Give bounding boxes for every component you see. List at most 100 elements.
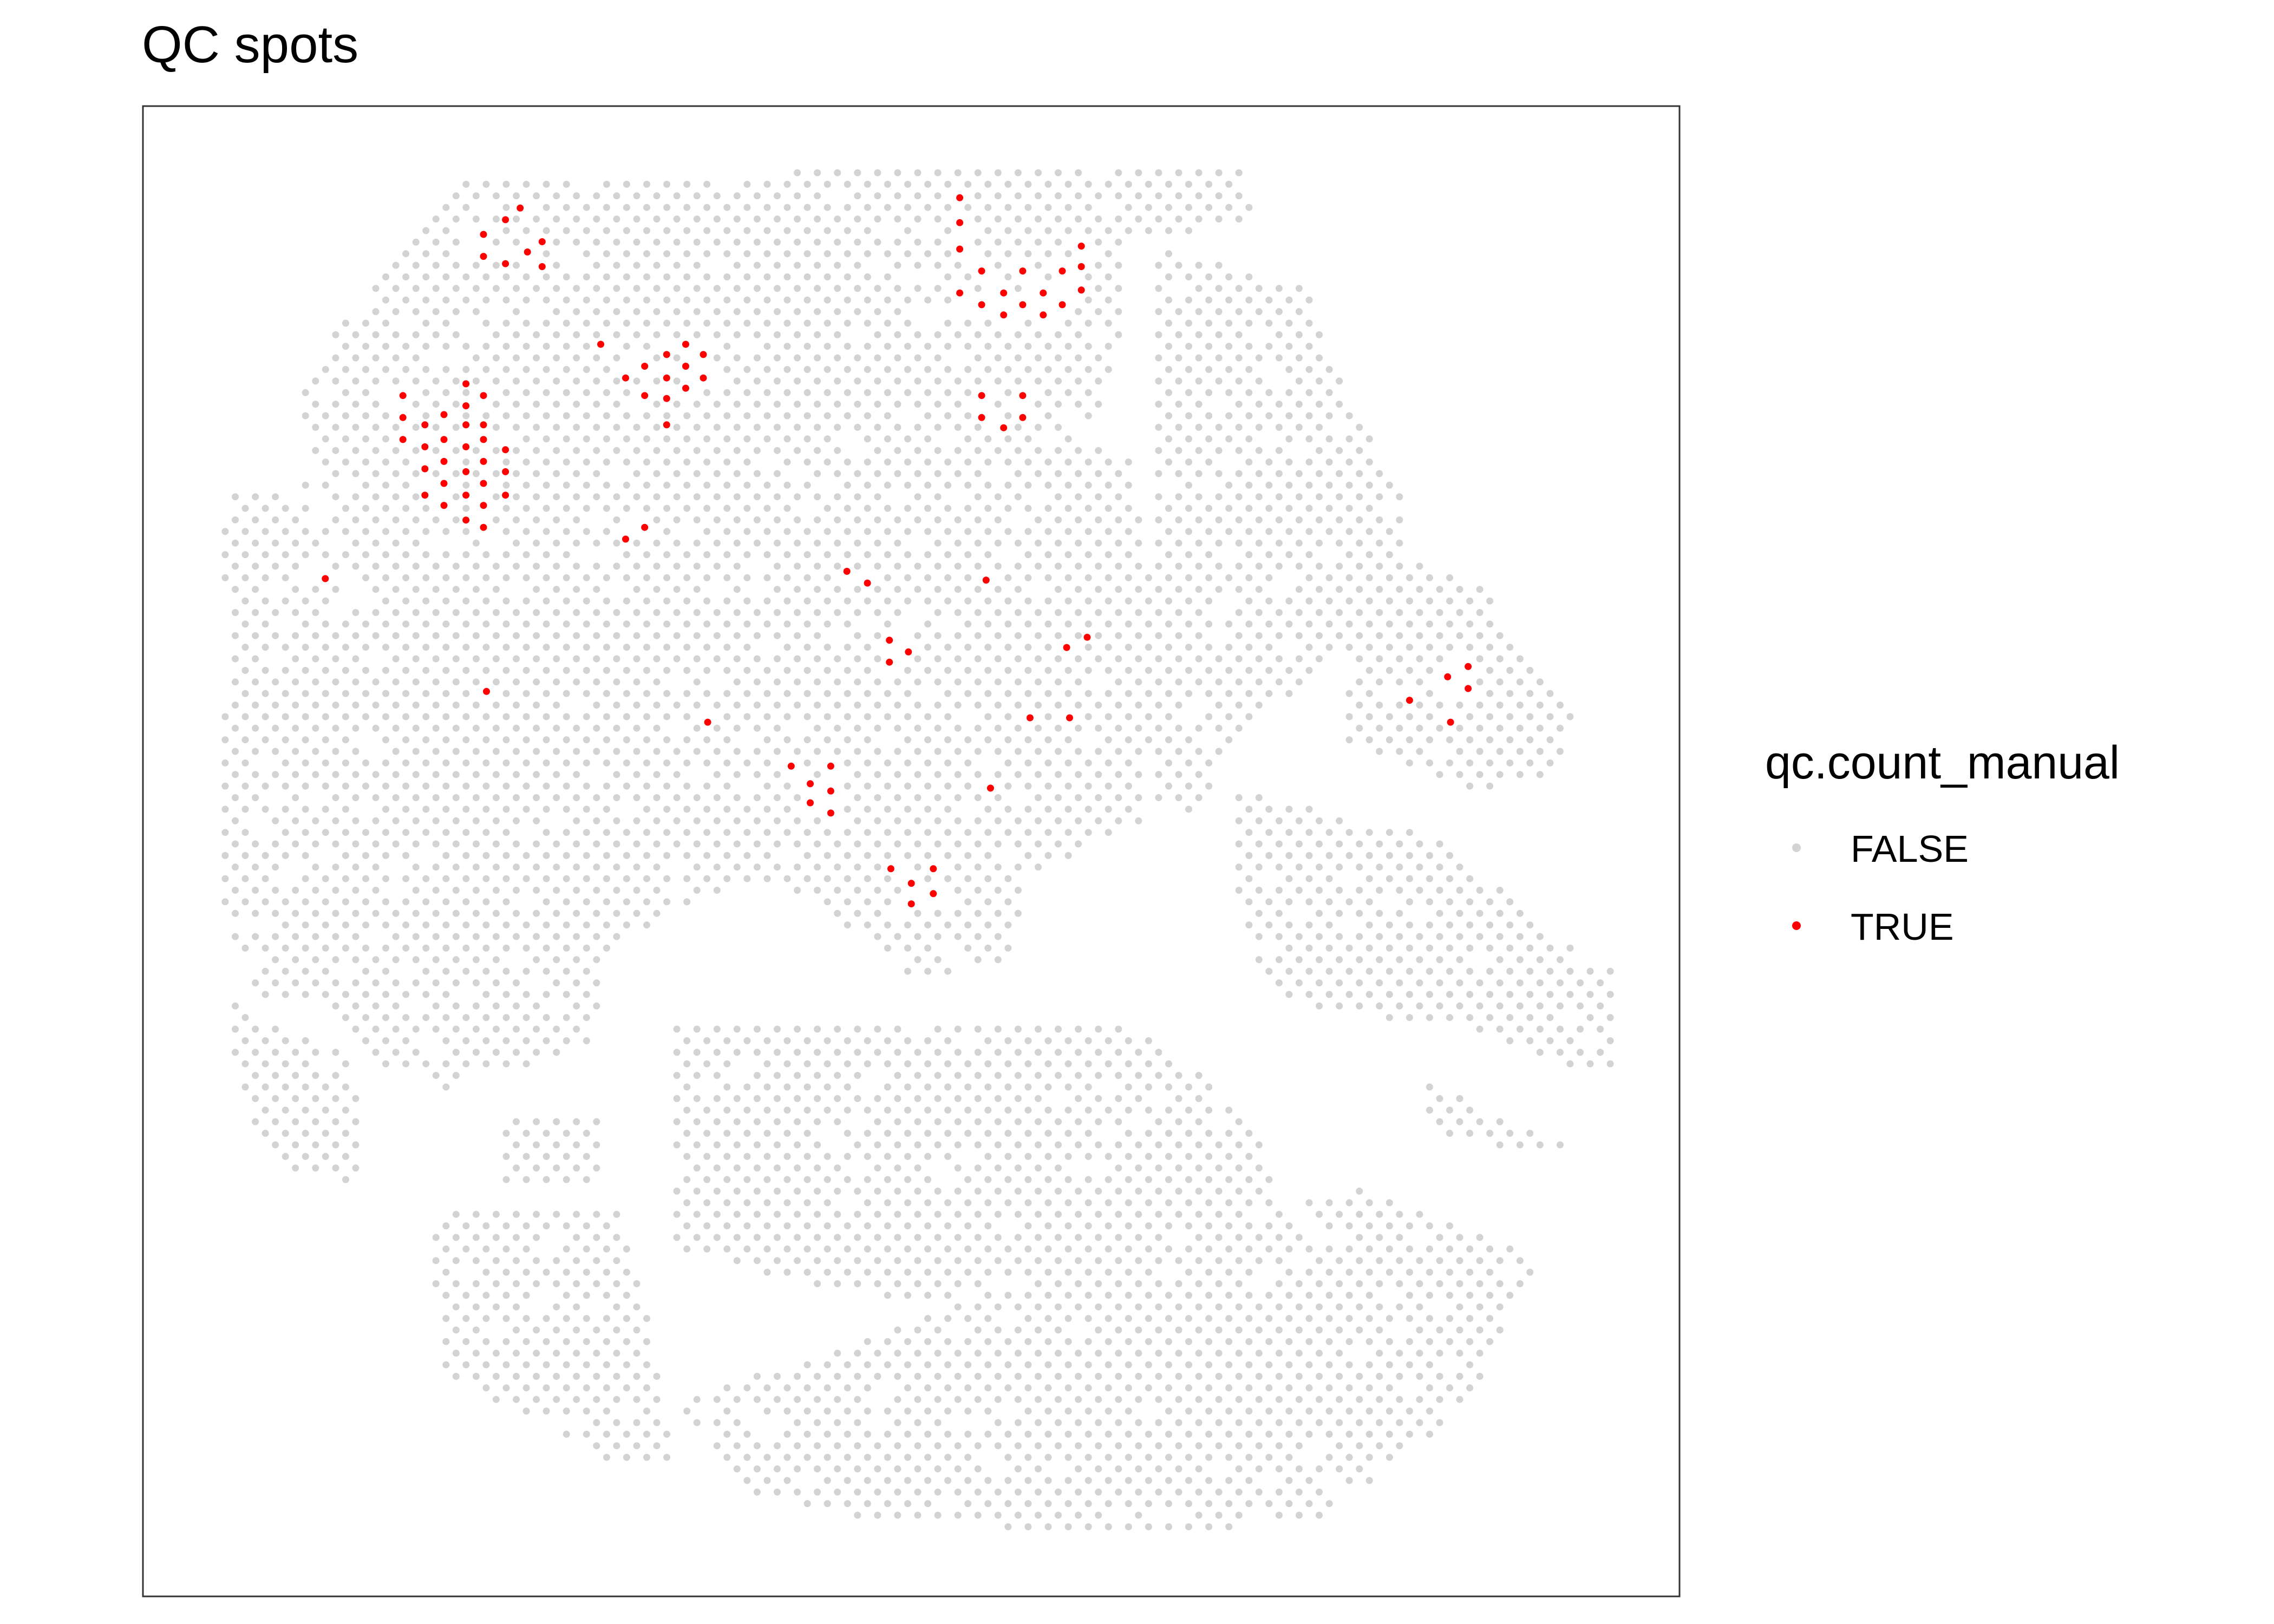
spot-false: [1235, 354, 1243, 362]
spot-false: [1155, 1072, 1162, 1079]
spot-false: [743, 459, 751, 466]
spot-false: [1064, 1060, 1072, 1068]
spot-false: [1356, 447, 1363, 454]
spot-false: [814, 285, 821, 292]
spot-false: [482, 412, 490, 420]
spot-false: [844, 1152, 851, 1160]
spot-false: [1235, 794, 1243, 801]
spot-false: [1245, 366, 1253, 373]
spot-false: [1476, 771, 1484, 778]
spot-false: [1084, 505, 1092, 512]
spot-false: [1426, 666, 1433, 674]
spot-false: [683, 597, 691, 605]
spot-false: [753, 1164, 761, 1172]
spot-false: [543, 759, 550, 767]
spot-false: [894, 1326, 901, 1334]
spot-false: [1155, 586, 1162, 593]
spot-false: [774, 632, 781, 639]
spot-false: [803, 366, 811, 373]
spot-false: [1055, 1303, 1062, 1311]
spot-false: [844, 1384, 851, 1392]
spot-false: [703, 204, 711, 211]
spot-false: [984, 666, 992, 674]
spot-false: [894, 261, 901, 269]
spot-false: [1275, 678, 1283, 686]
spot-false: [623, 597, 630, 605]
spot-false: [774, 562, 781, 570]
spot-false: [914, 909, 922, 917]
spot-false: [1175, 655, 1182, 663]
spot-false: [723, 505, 731, 512]
spot-false: [472, 1373, 480, 1380]
spot-false: [1064, 1407, 1072, 1415]
spot-false: [1004, 389, 1012, 396]
spot-false: [673, 238, 681, 246]
spot-false: [934, 1049, 942, 1056]
spot-false: [874, 1049, 881, 1056]
spot-false: [432, 887, 440, 894]
spot-false: [834, 261, 841, 269]
spot-false: [743, 759, 751, 767]
spot-false: [1175, 1164, 1182, 1172]
spot-false: [1325, 1199, 1333, 1207]
spot-false: [1155, 377, 1162, 385]
spot-false: [1586, 1014, 1594, 1021]
spot-false: [874, 539, 881, 547]
spot-false: [663, 829, 671, 836]
spot-false: [1456, 933, 1463, 940]
spot-false: [1175, 1350, 1182, 1357]
spot-false: [693, 331, 701, 338]
spot-false: [1185, 736, 1192, 744]
spot-false: [894, 933, 901, 940]
spot-false: [924, 366, 932, 373]
spot-false: [774, 840, 781, 848]
spot-false: [412, 609, 420, 616]
spot-false: [774, 470, 781, 477]
spot-false: [1075, 493, 1082, 501]
spot-false: [1245, 1222, 1253, 1229]
spot-false: [232, 609, 239, 616]
spot-false: [944, 829, 952, 836]
spot-false: [1446, 1222, 1453, 1229]
spot-false: [1044, 690, 1052, 697]
spot-false: [1316, 1303, 1323, 1311]
spot-false: [432, 308, 440, 316]
spot-false: [1024, 1060, 1032, 1068]
spot-false: [533, 1025, 540, 1033]
spot-false: [1105, 273, 1112, 280]
spot-false: [1175, 1187, 1182, 1195]
spot-false: [1215, 724, 1223, 732]
spot-false: [643, 250, 650, 258]
spot-false: [713, 470, 721, 477]
spot-false: [372, 817, 380, 824]
spot-false: [1135, 1280, 1142, 1287]
spot-false: [332, 724, 339, 732]
spot-false: [232, 1002, 239, 1010]
spot-false: [693, 1049, 701, 1056]
spot-false: [753, 655, 761, 663]
spot-false: [794, 1118, 801, 1125]
spot-false: [1506, 898, 1514, 906]
spot-false: [1316, 1257, 1323, 1265]
spot-false: [482, 620, 490, 628]
spot-false: [693, 308, 701, 316]
spot-false: [854, 748, 861, 755]
spot-false: [1024, 481, 1032, 489]
spot-false: [974, 724, 982, 732]
spot-false: [834, 470, 841, 477]
spot-false: [282, 759, 289, 767]
spot-false: [1044, 180, 1052, 188]
spot-false: [292, 840, 299, 848]
spot-false: [482, 1292, 490, 1299]
spot-false: [1095, 377, 1102, 385]
spot-false: [1345, 505, 1353, 512]
spot-false: [964, 180, 972, 188]
spot-false: [492, 377, 500, 385]
spot-false: [563, 852, 570, 859]
spot-false: [864, 435, 871, 443]
spot-false: [994, 261, 1002, 269]
spot-false: [382, 921, 389, 929]
spot-false: [1075, 447, 1082, 454]
spot-false: [974, 423, 982, 431]
spot-false: [1486, 736, 1494, 744]
